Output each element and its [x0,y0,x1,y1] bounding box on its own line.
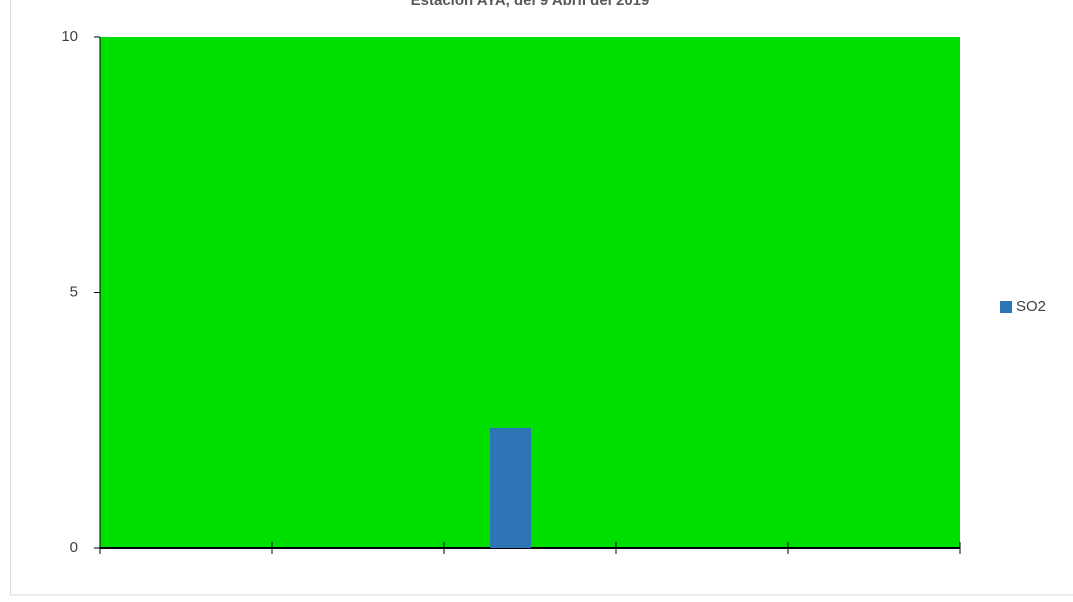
chart-title: Estación AYA, del 9 Abril del 2019 [411,0,650,9]
bar [490,427,531,548]
y-tick-label: 5 [70,283,78,300]
legend-swatch [1000,301,1012,313]
y-tick-label: 10 [61,28,78,45]
y-tick-label: 0 [70,539,78,556]
legend-label: SO2 [1016,298,1046,315]
chart-frame [10,0,1073,596]
